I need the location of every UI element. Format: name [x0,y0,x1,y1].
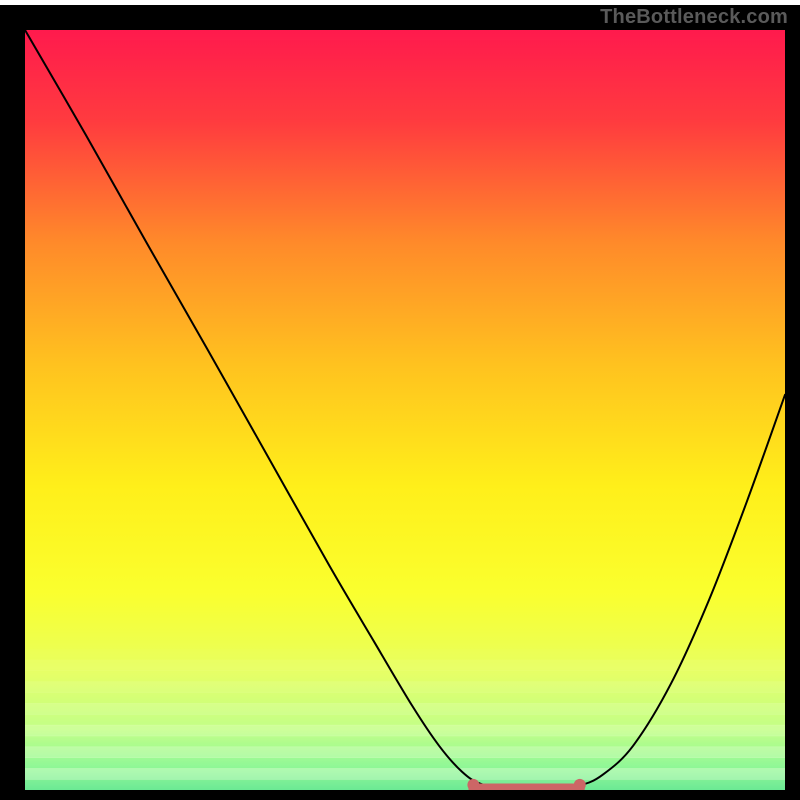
chart-container: TheBottleneck.com [0,0,800,800]
bottom-highlight-bands [25,638,785,791]
watermark-text: TheBottleneck.com [600,6,788,29]
bottleneck-curve-chart [0,0,800,800]
